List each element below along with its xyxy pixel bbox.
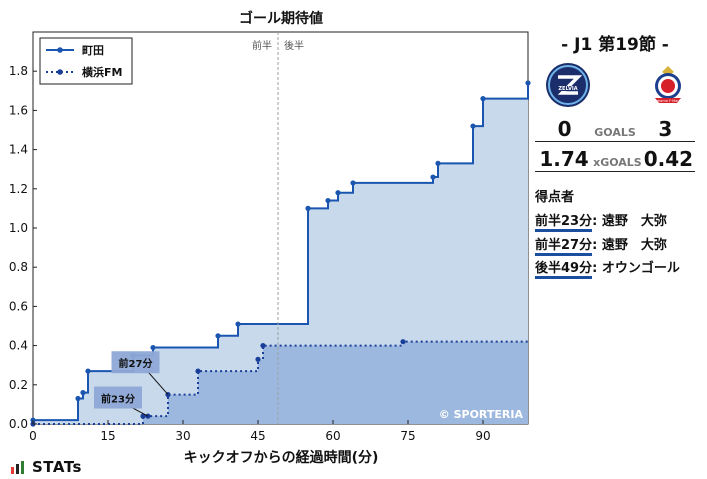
annotation-label: 前27分 — [119, 357, 153, 370]
data-point — [525, 80, 531, 86]
data-point — [195, 368, 201, 374]
chart-title: ゴール期待値 — [239, 10, 323, 27]
annotation-box — [94, 386, 142, 409]
home-goals: 0 — [557, 117, 572, 141]
data-point — [430, 174, 436, 180]
data-point — [260, 343, 266, 349]
data-point — [335, 190, 341, 196]
legend-box — [39, 37, 133, 85]
legend-marker — [57, 47, 63, 53]
x-tick-label: 45 — [250, 429, 265, 443]
annotation-label: 前23分 — [101, 393, 135, 406]
x-tick-label: 75 — [400, 429, 415, 443]
y-tick-label: 0.8 — [9, 260, 28, 274]
goals-row: 0 GOALS 3 — [535, 117, 695, 141]
separator — [535, 171, 695, 172]
scorer-item: 後半49分: オウンゴール — [535, 257, 680, 279]
bar-chart-icon — [11, 461, 24, 474]
y-tick-label: 1.4 — [9, 143, 28, 157]
scorer-name: : 遠野 大弥 — [592, 238, 667, 253]
x-tick-label: 15 — [100, 429, 115, 443]
x-tick-label: 0 — [29, 429, 37, 443]
data-point — [80, 390, 86, 396]
y-tick-label: 0.6 — [9, 299, 28, 313]
x-tick-label: 30 — [175, 429, 190, 443]
data-point — [470, 123, 476, 129]
watermark: © SPORTERIA — [439, 408, 524, 421]
legend-marker — [57, 69, 63, 75]
home-xg: 1.74 — [539, 147, 589, 171]
stats-logo: STATs — [10, 458, 82, 476]
goals-label: GOALS — [594, 126, 636, 139]
away-crest-text: Yokohama F·Marinos — [650, 99, 686, 103]
data-point — [350, 180, 356, 186]
away-goals: 3 — [658, 117, 673, 141]
y-tick-label: 1.2 — [9, 182, 28, 196]
y-tick-label: 0.2 — [9, 378, 28, 392]
scorer-name: : 遠野 大弥 — [592, 214, 667, 229]
second-half-label: 後半 — [284, 39, 304, 52]
data-point — [255, 356, 261, 362]
x-axis-label: キックオフからの経過時間(分) — [184, 449, 379, 466]
home-crest-text: ZELVIA — [558, 86, 577, 92]
x-tick-label: 60 — [325, 429, 340, 443]
scorer-item: 前半27分: 遠野 大弥 — [535, 234, 667, 256]
series-area-1 — [33, 341, 528, 424]
scorer-time: 前半23分 — [535, 214, 593, 232]
data-point — [140, 413, 146, 419]
scorer-item: 前半23分: 遠野 大弥 — [535, 210, 667, 232]
xg-label: xGOALS — [593, 156, 642, 169]
first-half-label: 前半 — [252, 39, 272, 52]
away-xg: 0.42 — [643, 147, 694, 171]
legend-label: 町田 — [82, 44, 104, 57]
data-point — [75, 395, 81, 402]
y-tick-label: 0.0 — [9, 417, 28, 431]
y-tick-label: 1.6 — [9, 103, 28, 117]
data-point — [85, 368, 91, 374]
x-tick-label: 90 — [475, 429, 490, 443]
legend-label: 横浜FM — [82, 65, 122, 79]
match-title: - J1 第19節 - — [561, 35, 669, 55]
scorers-title: 得点者 — [535, 190, 575, 205]
data-point — [325, 197, 331, 204]
data-point — [305, 205, 311, 211]
annotation-box — [111, 351, 160, 374]
brand-name: STATs — [32, 458, 82, 476]
series-line-1 — [33, 340, 528, 425]
scorer-name: : オウンゴール — [592, 261, 680, 276]
data-point — [235, 321, 241, 327]
y-tick-label: 1.0 — [9, 221, 28, 235]
series-area-0 — [33, 82, 528, 425]
annotation-pointer — [147, 370, 169, 395]
data-point — [150, 344, 156, 351]
scorer-time: 前半27分 — [535, 238, 593, 256]
y-tick-label: 0.4 — [9, 339, 28, 353]
data-point — [400, 339, 406, 345]
data-point — [215, 333, 221, 339]
xg-row: 1.74 xGOALS 0.42 — [535, 147, 695, 171]
data-point — [435, 160, 441, 166]
separator — [535, 141, 695, 142]
scorer-time: 後半49分 — [535, 261, 593, 279]
y-tick-label: 1.8 — [9, 64, 28, 78]
away-crest: Yokohama F·Marinos — [643, 62, 689, 108]
home-crest: ZELVIA — [545, 62, 591, 108]
data-point — [480, 96, 486, 102]
